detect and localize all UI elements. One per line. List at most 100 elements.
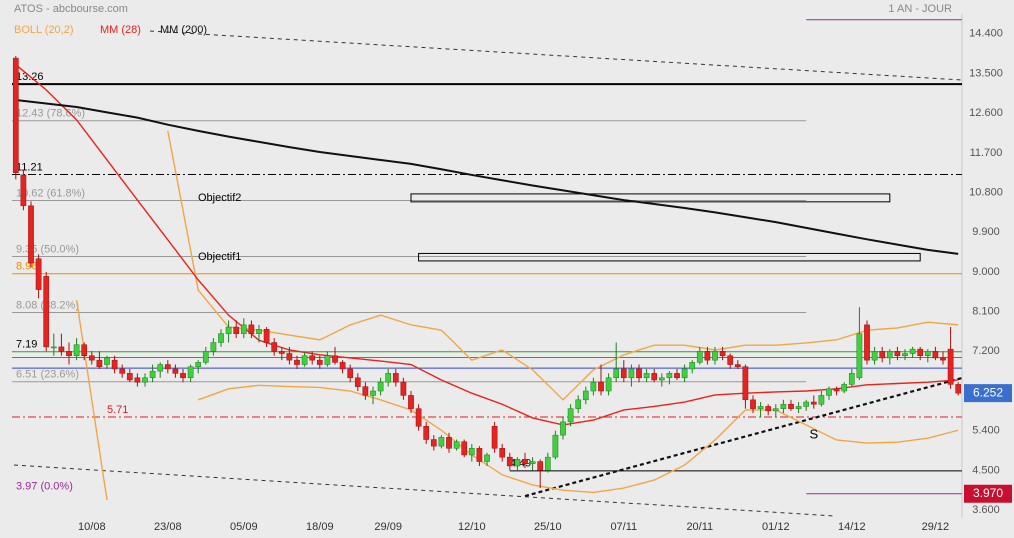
candle-body — [932, 351, 939, 359]
indicator-line — [15, 64, 959, 426]
trendlines — [13, 30, 962, 517]
y-tick-label: 13.500 — [969, 67, 1003, 79]
candle-body — [871, 351, 878, 361]
y-tick-label: 5.400 — [972, 425, 1000, 437]
candle-body — [704, 351, 711, 361]
legend-entry: MM (200) — [160, 24, 207, 36]
candle-body — [560, 421, 566, 436]
level-label: 9.35 (50.0%) — [16, 243, 79, 255]
candle-body — [605, 377, 612, 392]
candle-body — [180, 373, 186, 379]
y-tick-label: 12.600 — [969, 107, 1003, 119]
candle-body — [636, 368, 642, 379]
y-tick-label: 10.800 — [969, 186, 1003, 198]
objective-box — [410, 193, 891, 203]
candle-body — [841, 384, 848, 392]
y-tick-label: 14.400 — [969, 28, 1003, 40]
candle-body — [28, 205, 34, 264]
candle-body — [461, 441, 468, 456]
price-tag — [964, 484, 1012, 503]
candle-body — [50, 346, 57, 349]
candle-body — [195, 362, 202, 368]
x-tick-label: 23/08 — [154, 521, 182, 533]
candle-body — [719, 351, 726, 356]
chart-title: ATOS - abcbourse.com — [14, 3, 128, 15]
candle-body — [88, 355, 95, 361]
chart-subtitle: 1 AN - JOUR — [888, 3, 952, 15]
candle-body — [788, 403, 794, 409]
candle-body — [400, 381, 407, 396]
candle-body — [628, 368, 635, 379]
candle-body — [294, 359, 300, 365]
candle-body — [134, 377, 141, 383]
candle-body — [301, 355, 308, 365]
legend-entry: MM (28) — [100, 24, 141, 36]
candle-body — [552, 434, 559, 458]
candle-body — [643, 373, 650, 379]
candle-body — [795, 406, 802, 409]
level-label: 10.62 (61.8%) — [16, 187, 85, 199]
x-tick-label: 29/12 — [922, 521, 950, 533]
candle-body — [886, 351, 893, 359]
candle-body — [233, 326, 240, 334]
candle-body — [909, 348, 916, 354]
candle-body — [864, 324, 870, 361]
y-tick-label: 9.000 — [972, 266, 1000, 278]
indicator-line — [15, 98, 959, 255]
candle-body — [780, 403, 787, 409]
level-label: 8.96 — [16, 261, 37, 273]
candle-body — [917, 348, 924, 356]
level-label: 6.51 (23.6%) — [16, 369, 79, 381]
candle-body — [750, 399, 756, 409]
price-tag-label: 3.970 — [973, 486, 1003, 500]
candle-body — [96, 359, 103, 368]
candle-body — [613, 368, 620, 379]
legend-entry: BOLL (20,2) — [14, 24, 74, 36]
candle-body — [210, 342, 217, 352]
candle-body — [468, 448, 475, 456]
candle-body — [316, 359, 323, 365]
y-tick-label: 3.600 — [972, 504, 1000, 516]
candle-body — [35, 258, 42, 290]
candle-body — [620, 368, 627, 379]
candle-body — [772, 408, 779, 412]
candle-body — [324, 355, 331, 365]
candle-body — [742, 366, 749, 401]
candle-body — [164, 364, 171, 370]
candle-body — [12, 57, 19, 173]
x-tick-label: 07/11 — [610, 521, 637, 533]
candle-body — [278, 351, 285, 354]
candle-body — [58, 346, 65, 352]
candle-body — [218, 333, 224, 343]
candle-body — [818, 395, 825, 405]
candle-body — [408, 395, 414, 409]
candle-body — [940, 357, 946, 361]
candle-body — [537, 461, 544, 471]
candle-body — [689, 362, 696, 370]
price-tag-label: 6.252 — [973, 385, 1003, 399]
candle-body — [848, 373, 855, 385]
candle-body — [263, 329, 270, 343]
candle-body — [506, 456, 513, 467]
candle-body — [575, 399, 582, 409]
candle-body — [415, 408, 422, 427]
price-tag — [964, 384, 1012, 403]
candle-body — [286, 353, 293, 361]
candle-body — [423, 426, 430, 440]
level-label: 3.97 (0.0%) — [16, 481, 73, 493]
indicator-line — [75, 300, 959, 501]
candle-body — [734, 364, 741, 368]
trendline — [13, 464, 836, 517]
candle-body — [765, 406, 772, 412]
objective-label: Objectif2 — [198, 192, 241, 204]
level-label: 5.71 — [107, 404, 128, 416]
x-tick-label: 05/09 — [230, 521, 258, 533]
candle-body — [803, 401, 810, 407]
candle-body — [202, 351, 209, 363]
candle-body — [674, 373, 680, 379]
candle-body — [757, 406, 764, 409]
candle-body — [522, 459, 528, 465]
annotation: S — [809, 427, 818, 442]
candle-body — [43, 276, 50, 348]
